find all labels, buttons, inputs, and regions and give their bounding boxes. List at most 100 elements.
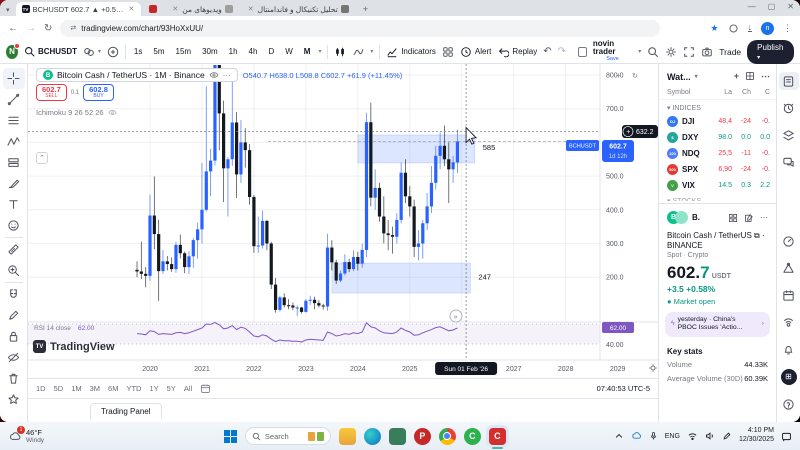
timeframe-15m[interactable]: 15m bbox=[175, 47, 192, 56]
year-tick[interactable]: 2022 bbox=[246, 366, 262, 373]
panel-help[interactable] bbox=[779, 395, 799, 413]
windows-start-button[interactable] bbox=[223, 429, 237, 443]
symbol-search-button[interactable]: BCHUSDT bbox=[24, 46, 77, 57]
taskbar-search-box[interactable]: Search bbox=[244, 427, 331, 445]
watchlist-section-stocks[interactable]: ▾ STOCKS bbox=[659, 193, 776, 201]
details-edit-icon[interactable] bbox=[744, 213, 754, 223]
tool-long-position[interactable] bbox=[3, 152, 25, 173]
forward-button[interactable]: → bbox=[26, 22, 36, 34]
watchlist-dropdown-icon[interactable]: ▾ bbox=[694, 74, 698, 80]
browser-menu-icon[interactable]: ⋮ bbox=[783, 22, 792, 33]
price-tick[interactable]: 200.0 bbox=[606, 275, 624, 282]
range-5D[interactable]: 5D bbox=[53, 384, 64, 393]
bookmark-star-icon[interactable]: ★ bbox=[710, 22, 719, 33]
range-All[interactable]: All bbox=[183, 384, 193, 393]
watchlist-more-icon[interactable]: ⋯ bbox=[761, 71, 770, 81]
go-to-date-calendar-icon[interactable] bbox=[200, 383, 211, 394]
replay-button[interactable]: Replay bbox=[497, 46, 537, 58]
tool-measure[interactable] bbox=[3, 239, 25, 260]
taskbar-clock[interactable]: 4:10 PM 12/30/2025 bbox=[738, 427, 774, 443]
onedrive-cloud-icon[interactable] bbox=[631, 431, 642, 441]
timeframe-dropdown-icon[interactable]: ▾ bbox=[318, 49, 322, 55]
tool-text[interactable] bbox=[3, 194, 25, 215]
chart-area[interactable]: 585 247 RSI 14 close 62.00 » 2020 2021 2022 2023… bbox=[28, 64, 658, 378]
price-tick[interactable]: 800.0 bbox=[606, 73, 624, 80]
range-1M[interactable]: 1M bbox=[71, 384, 82, 393]
year-tick[interactable]: 2025 bbox=[402, 366, 418, 373]
compare-button[interactable]: ▾ bbox=[83, 46, 101, 58]
trading-panel-tab[interactable]: Trading Panel bbox=[90, 403, 162, 419]
range-1Y[interactable]: 1Y bbox=[149, 384, 159, 393]
tool-hide[interactable] bbox=[3, 347, 25, 368]
supply-demand-zone[interactable] bbox=[357, 134, 476, 164]
reload-button[interactable]: ↻ bbox=[44, 22, 53, 34]
add-symbol-icon[interactable] bbox=[107, 46, 119, 58]
year-tick[interactable]: 2021 bbox=[194, 366, 210, 373]
watchlist-row-SPX[interactable]: 500 SPX 6,90 -24 -0. bbox=[659, 161, 776, 177]
redo-button[interactable]: ↷ bbox=[557, 46, 567, 57]
user-avatar[interactable]: N bbox=[6, 42, 20, 59]
timeframe-5m[interactable]: 5m bbox=[153, 47, 165, 56]
undo-button[interactable]: ↶ bbox=[543, 46, 552, 57]
browser-tab[interactable]: ✕ تحلیل تکنیکال و فاندامنتال bbox=[241, 2, 355, 16]
tool-emoji[interactable] bbox=[3, 215, 25, 236]
details-grid-icon[interactable] bbox=[728, 213, 738, 223]
pen-icon[interactable] bbox=[722, 431, 732, 441]
new-tab-button[interactable]: + bbox=[362, 4, 369, 14]
panel-notifications[interactable] bbox=[779, 341, 799, 359]
tool-trash[interactable] bbox=[3, 368, 25, 389]
sell-button[interactable]: 602.7 SELL bbox=[36, 84, 67, 102]
layout-grid-icon[interactable] bbox=[442, 46, 454, 58]
alert-button[interactable]: Alert bbox=[460, 46, 491, 58]
price-tick[interactable]: 500.0 bbox=[606, 174, 624, 181]
taskbar-app-chrome[interactable] bbox=[438, 427, 456, 445]
watchlist-row-NDQ[interactable]: 100 NDQ 25,5 -11 -0. bbox=[659, 145, 776, 161]
trade-button[interactable]: Trade bbox=[719, 46, 742, 57]
panel-watchlist[interactable] bbox=[778, 72, 799, 91]
tool-zoom-in[interactable] bbox=[3, 260, 25, 281]
taskbar-app-folder[interactable] bbox=[338, 427, 356, 445]
tool-xabcd-pattern[interactable] bbox=[3, 131, 25, 152]
price-tick[interactable]: 400.0 bbox=[606, 207, 624, 214]
watchlist-row-VIX[interactable]: V VIX 14.5 0.3 2.2 bbox=[659, 177, 776, 193]
tool-star[interactable] bbox=[3, 389, 25, 410]
price-tick[interactable]: 300.0 bbox=[606, 241, 624, 248]
tab-close-icon[interactable]: ✕ bbox=[128, 6, 135, 13]
panel-chat[interactable] bbox=[779, 153, 799, 171]
watchlist-add-icon[interactable]: + bbox=[733, 71, 739, 81]
range-3M[interactable]: 3M bbox=[89, 384, 101, 393]
watchlist-row-DXY[interactable]: $ DXY 98.0 0.0 0.0 bbox=[659, 129, 776, 145]
timeframe-1s[interactable]: 1s bbox=[133, 47, 143, 56]
timeframe-W[interactable]: W bbox=[285, 47, 293, 56]
microphone-icon[interactable] bbox=[649, 431, 658, 441]
layout-name-button[interactable]: novin trader Save bbox=[592, 39, 619, 63]
indicators-button[interactable]: Indicators bbox=[386, 46, 436, 58]
timeframe-M[interactable]: M bbox=[303, 47, 311, 56]
watchlist-row-DJI[interactable]: DJ DJI 48,4 -24 -0. bbox=[659, 113, 776, 129]
year-tick[interactable]: 2028 bbox=[558, 366, 574, 373]
watchlist-grid-icon[interactable] bbox=[745, 71, 755, 81]
timeframe-D[interactable]: D bbox=[268, 47, 275, 56]
tool-brush[interactable] bbox=[3, 173, 25, 194]
panel-ideas[interactable] bbox=[779, 260, 799, 278]
legend-collapse-chip[interactable]: ⌃ bbox=[36, 152, 48, 164]
range-5Y[interactable]: 5Y bbox=[166, 384, 176, 393]
taskbar-app-edge[interactable] bbox=[363, 427, 381, 445]
timeframe-4h[interactable]: 4h bbox=[248, 47, 258, 56]
year-tick[interactable]: 2024 bbox=[350, 366, 366, 373]
pinned-tab[interactable] bbox=[143, 2, 163, 16]
notification-center-icon[interactable] bbox=[781, 431, 792, 442]
details-more-icon[interactable]: ⋯ bbox=[760, 212, 768, 222]
timeframe-1h[interactable]: 1h bbox=[228, 47, 238, 56]
taskbar-weather-widget[interactable]: 1 46°F Windy bbox=[0, 425, 170, 444]
layout-dropdown-icon[interactable]: ▾ bbox=[638, 49, 642, 55]
tray-language[interactable]: ENG bbox=[664, 432, 680, 440]
layout-checkbox-icon[interactable] bbox=[578, 46, 587, 57]
profile-avatar[interactable]: n bbox=[761, 21, 774, 35]
settings-gear-icon[interactable] bbox=[665, 46, 677, 58]
volume-icon[interactable] bbox=[705, 431, 715, 441]
year-tick[interactable]: 2023 bbox=[298, 366, 314, 373]
ichimoku-legend-row[interactable]: Ichimoku 9 26 52 26 bbox=[36, 108, 117, 117]
quick-search-icon[interactable] bbox=[647, 46, 659, 58]
panel-calendar[interactable] bbox=[779, 287, 799, 305]
